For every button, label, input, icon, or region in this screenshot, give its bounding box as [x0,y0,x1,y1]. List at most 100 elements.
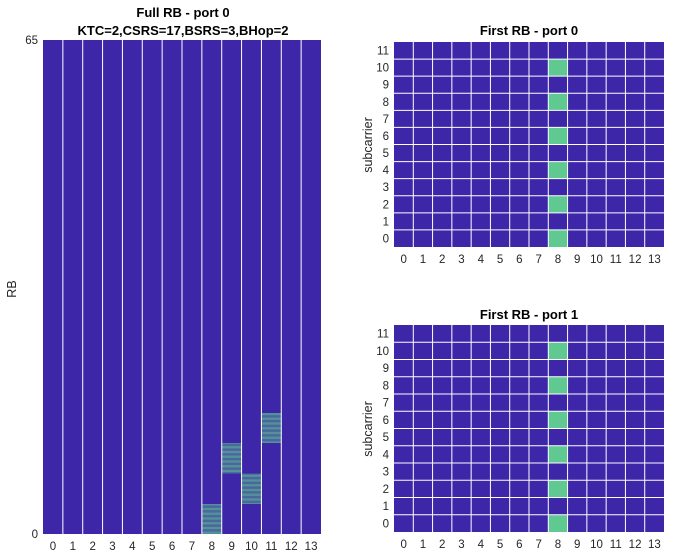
active-cell [261,419,282,421]
y-tick-label: 1 [383,501,389,513]
full-rb-chart: Full RB - port 0 KTC=2,CSRS=17,BSRS=3,BH… [5,5,321,553]
active-cell [221,472,242,474]
active-cell [548,514,568,532]
x-tick-label: 2 [439,539,445,551]
active-cell [241,476,262,478]
x-tick-label: 11 [610,254,622,266]
active-cell [221,462,242,464]
active-cell [241,487,262,489]
active-cell [221,445,242,447]
x-tick-label: 3 [109,541,115,553]
active-cell [261,430,282,432]
active-cell [201,514,222,516]
active-cell [548,411,568,429]
active-block [221,443,242,474]
active-cell [241,486,262,488]
active-cell [221,457,242,459]
x-tick-label: 12 [285,541,298,553]
active-cell [548,161,568,179]
active-cell [241,490,262,491]
active-cell [261,437,282,438]
y-tick-label: 4 [383,165,390,177]
active-cell [201,513,222,514]
x-tick-label: 11 [610,539,622,551]
active-cell [548,376,568,394]
x-tick-label: 13 [648,539,661,551]
y-tick-label: 9 [383,80,389,92]
active-cell [221,459,242,461]
active-block [261,413,282,443]
active-cell [241,485,262,486]
x-tick-label: 6 [169,541,175,553]
active-cell [201,530,222,532]
active-cell [201,533,222,535]
first-rb-port0-ylabel: subcarrier [361,117,375,173]
active-cell [201,505,222,507]
full-rb-ylabel: RB [5,280,19,297]
x-tick-label: 10 [245,541,258,553]
y-tick-label: 10 [376,346,389,358]
active-cell [221,451,242,452]
active-cell [548,93,568,111]
active-cell [241,475,262,476]
x-tick-label: 1 [420,539,426,551]
active-cell [241,478,262,480]
active-cell [261,433,282,434]
active-cell [201,510,222,512]
active-cell [261,424,282,426]
x-tick-label: 6 [516,539,522,551]
active-cell [221,468,242,470]
active-cell [221,443,242,445]
active-cell [221,456,242,457]
y-tick-label: 6 [383,415,389,427]
y-tick-label: 65 [25,35,38,47]
x-tick-label: 8 [555,254,561,266]
y-tick-label: 9 [383,363,389,375]
active-cell [241,481,262,483]
active-cell [261,439,282,441]
active-cell [221,458,242,460]
active-cell [221,454,242,456]
active-cell [261,438,282,440]
active-cell [221,464,242,466]
y-tick-label: 6 [383,131,389,143]
x-tick-label: 13 [305,541,318,553]
full-rb-title: Full RB - port 0 [136,5,229,20]
x-tick-label: 3 [458,254,464,266]
active-cell [221,447,242,448]
active-cell [201,504,222,505]
y-tick-label: 0 [32,529,38,541]
active-cell [201,506,222,508]
active-cell [241,495,262,497]
active-cell [261,415,282,417]
active-cell [261,416,282,418]
active-cell [201,509,222,510]
x-tick-label: 2 [89,541,95,553]
active-cell [221,466,242,467]
active-cell [548,229,568,247]
active-block [201,504,222,535]
x-tick-label: 9 [574,254,580,266]
full-rb-subtitle: KTC=2,CSRS=17,BSRS=3,BHop=2 [78,23,289,38]
active-cell [201,527,222,528]
active-cell [241,499,262,500]
active-cell [548,127,568,145]
y-tick-label: 0 [383,233,389,245]
active-cell [221,444,242,446]
active-cell [201,521,222,523]
active-cell [241,494,262,495]
x-tick-label: 4 [478,254,485,266]
active-cell [241,500,262,502]
x-tick-label: 7 [535,254,541,266]
active-cell [261,414,282,415]
y-tick-label: 11 [377,46,389,58]
active-cell [221,470,242,471]
y-tick-label: 7 [383,398,389,410]
y-tick-label: 2 [383,199,389,211]
x-tick-label: 5 [497,254,503,266]
